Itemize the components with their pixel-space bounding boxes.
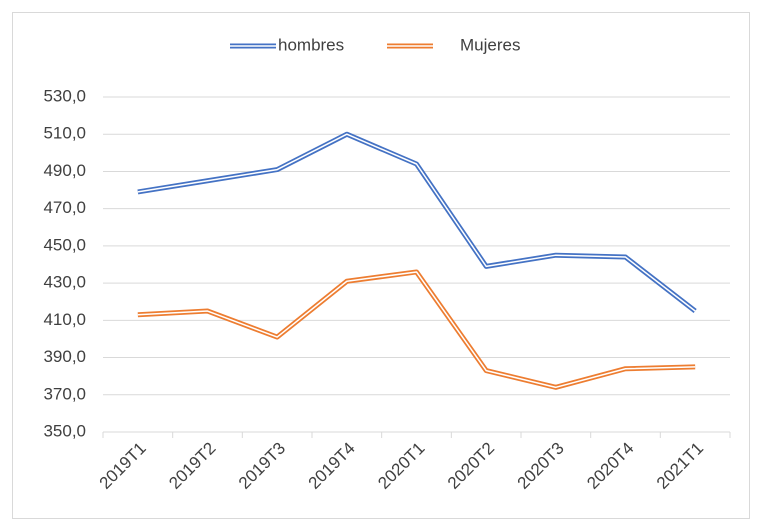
y-tick-label: 410,0 [43, 310, 86, 329]
y-tick-label: 530,0 [43, 86, 86, 105]
y-tick-label: 390,0 [43, 347, 86, 366]
y-tick-label: 490,0 [43, 161, 86, 180]
y-tick-label: 510,0 [43, 124, 86, 143]
series-line-inner [137, 271, 696, 389]
y-tick-label: 470,0 [43, 198, 86, 217]
legend-label: Mujeres [460, 35, 520, 54]
y-tick-label: 450,0 [43, 235, 86, 254]
y-tick-label: 430,0 [43, 273, 86, 292]
series-line-inner [137, 133, 696, 312]
y-tick-label: 370,0 [43, 384, 86, 403]
legend-label: hombres [278, 35, 344, 54]
y-tick-label: 350,0 [43, 421, 86, 440]
